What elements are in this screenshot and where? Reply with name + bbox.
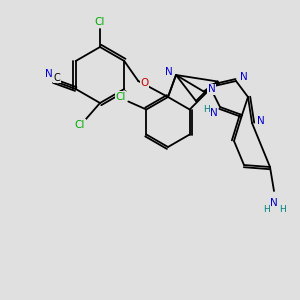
Text: N: N	[210, 108, 218, 118]
Text: Cl: Cl	[95, 17, 105, 27]
Text: Cl: Cl	[75, 120, 85, 130]
Text: C: C	[53, 73, 60, 83]
Text: O: O	[140, 78, 148, 88]
Text: N: N	[208, 85, 215, 94]
Text: H: H	[202, 104, 209, 113]
Text: Cl: Cl	[115, 92, 125, 101]
Text: H: H	[279, 205, 285, 214]
Text: N: N	[240, 72, 248, 82]
Text: N: N	[270, 198, 278, 208]
Text: N: N	[45, 69, 52, 79]
Text: N: N	[165, 67, 173, 77]
Text: H: H	[262, 205, 269, 214]
Text: N: N	[257, 116, 265, 126]
